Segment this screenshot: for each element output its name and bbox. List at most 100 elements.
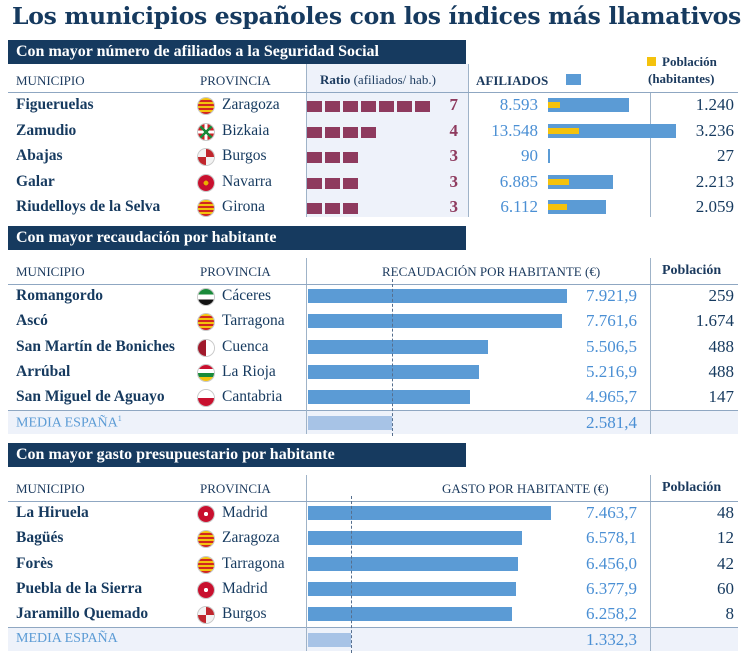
afiliados-value: 6.112 (500, 197, 538, 216)
provincia-name: Zaragoza (222, 96, 280, 113)
poblacion-value: 48 (717, 503, 734, 522)
flag-cataluna-icon (198, 314, 214, 331)
ratio-value: 3 (449, 146, 459, 165)
afiliados-bar (548, 200, 606, 214)
ratio-square (397, 101, 412, 112)
media-bar (308, 632, 352, 647)
provincia-name: Tarragona (222, 554, 285, 572)
poblacion-value: 12 (717, 528, 734, 548)
afiliados-value: 6.885 (499, 171, 538, 191)
header-ratio: Ratio (afiliados/ hab.) (320, 72, 436, 88)
header-municipio: Municipio (16, 264, 85, 279)
ratio-square (343, 126, 358, 138)
poblacion-value: 2.213 (695, 171, 734, 191)
poblacion-bar (548, 127, 579, 134)
section3-banner: Con mayor gasto presupuestario por habit… (8, 443, 466, 467)
poblacion-bar (548, 102, 560, 108)
municipio-name: Puebla de la Sierra (16, 579, 143, 597)
value-label: 5.506,5 (586, 336, 637, 356)
afiliados-bar (548, 149, 550, 163)
value-bar (308, 289, 567, 303)
media-label-text: MEDIA ESPAÑA (16, 630, 118, 646)
flag-cataluna-icon (198, 200, 214, 216)
afiliados-value: 8.593 (499, 95, 538, 114)
value-bar (308, 581, 516, 596)
media-value: 1.332,3 (586, 629, 637, 649)
ratio-value: 3 (449, 171, 459, 191)
afiliados-bar (548, 174, 614, 189)
divider (306, 475, 307, 651)
poblacion-value: 1.240 (695, 95, 734, 114)
media-rule (8, 409, 738, 411)
divider (650, 626, 651, 651)
afiliados-legend-swatch (566, 74, 581, 85)
ratio-square (307, 152, 322, 163)
ratio-square (307, 101, 322, 112)
value-label: 6.456,0 (586, 553, 637, 573)
ratio-square (307, 177, 322, 189)
header-gasto: GASTO POR HABITANTE (€) (442, 481, 609, 496)
provincia-name: Girona (222, 198, 266, 215)
poblacion-value: 488 (708, 361, 735, 381)
value-label: 4.965,7 (586, 387, 637, 407)
poblacion-value: 2.059 (695, 197, 734, 216)
ratio-value: 3 (449, 197, 459, 216)
municipio-name: San Martín de Boniches (16, 337, 175, 355)
flag-navarra-icon (198, 174, 214, 191)
ratio-square (325, 177, 340, 189)
value-label: 6.377,9 (586, 578, 637, 598)
divider (306, 409, 307, 434)
value-label: 7.463,7 (586, 503, 637, 522)
afiliados-bar (548, 123, 676, 138)
media-espana-label: MEDIA ESPAÑA (16, 631, 118, 647)
flag-cataluna-icon (198, 556, 214, 573)
flag-aragon-icon (198, 531, 214, 548)
provincia-name: La Rioja (222, 362, 276, 380)
value-label: 7.761,6 (586, 311, 637, 331)
poblacion-legend-swatch (647, 57, 656, 66)
value-bar (308, 531, 523, 546)
provincia-name: Zaragoza (222, 529, 280, 547)
header-poblacion: Población (662, 480, 722, 495)
ratio-square (307, 126, 322, 138)
ratio-square (343, 203, 358, 214)
ratio-square (343, 177, 358, 189)
media-rule (8, 626, 738, 628)
poblacion-value: 8 (725, 604, 735, 624)
municipio-name: Arrúbal (16, 362, 71, 380)
footnote-marker: 1 (117, 413, 122, 423)
ratio-value: 4 (449, 120, 459, 140)
municipio-name: Riudelloys de la Selva (16, 198, 161, 215)
ratio-square (361, 126, 376, 138)
provincia-name: Burgos (222, 147, 267, 164)
header-recaudacion: RECAUDACIÓN POR HABITANTE (€) (382, 264, 601, 279)
divider (650, 475, 651, 651)
flag-la-rioja-icon (198, 364, 214, 381)
header-municipio: Municipio (16, 481, 85, 496)
header-ratio-sub: (afiliados/ hab.) (353, 72, 436, 87)
value-label: 6.578,1 (586, 528, 637, 548)
media-espana-label: MEDIA ESPAÑA1 (16, 414, 122, 432)
provincia-name: Madrid (222, 504, 268, 521)
divider (650, 92, 651, 217)
provincia-name: Burgos (222, 605, 267, 623)
provincia-name: Cantabria (222, 388, 283, 406)
municipio-name: San Miguel de Aguayo (16, 388, 165, 406)
media-value: 2.581,4 (586, 412, 637, 432)
afiliados-value: 13.548 (491, 120, 538, 140)
poblacion-value: 1.674 (695, 311, 734, 331)
poblacion-value: 27 (717, 146, 734, 165)
provincia-name: Madrid (222, 579, 268, 597)
page-title: Los municipios españoles con los índices… (12, 2, 741, 30)
header-provincia: Provincia (200, 481, 271, 496)
value-bar (308, 314, 562, 329)
flag-castilla-leon-icon (198, 149, 214, 165)
flag-cantabria-icon (198, 390, 214, 407)
ratio-square (325, 101, 340, 112)
ratio-square (415, 101, 430, 112)
header-ratio-label: Ratio (320, 72, 351, 87)
media-label-text: MEDIA ESPAÑA (16, 415, 118, 431)
poblacion-bar (548, 178, 569, 185)
header-rule (8, 501, 738, 502)
ratio-square (343, 152, 358, 163)
